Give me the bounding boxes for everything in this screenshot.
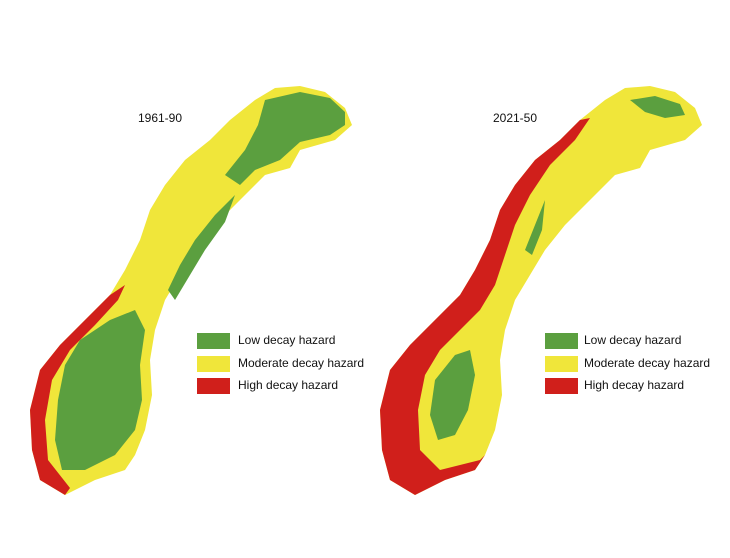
legend-swatch: [197, 378, 230, 394]
legend-swatch: [197, 333, 230, 349]
map-panel: [30, 86, 352, 495]
legend-label: High decay hazard: [584, 378, 684, 392]
legend-label: Low decay hazard: [238, 333, 335, 347]
map-panel: [380, 86, 702, 495]
region-low: [525, 200, 545, 255]
region-low: [430, 350, 475, 440]
panel-title: 1961-90: [138, 111, 182, 125]
legend-swatch: [545, 378, 578, 394]
panel-title: 2021-50: [493, 111, 537, 125]
legend-label: Moderate decay hazard: [238, 356, 364, 370]
region-high: [30, 285, 125, 495]
region-low: [630, 96, 685, 118]
legend-swatch: [545, 356, 578, 372]
legend-swatch: [197, 356, 230, 372]
region-low: [225, 92, 345, 185]
legend-swatch: [545, 333, 578, 349]
region-low: [168, 195, 235, 300]
region-low: [55, 310, 145, 470]
legend-label: Moderate decay hazard: [584, 356, 710, 370]
legend-label: Low decay hazard: [584, 333, 681, 347]
region-high: [380, 118, 590, 495]
legend-label: High decay hazard: [238, 378, 338, 392]
region-moderate: [380, 86, 702, 495]
